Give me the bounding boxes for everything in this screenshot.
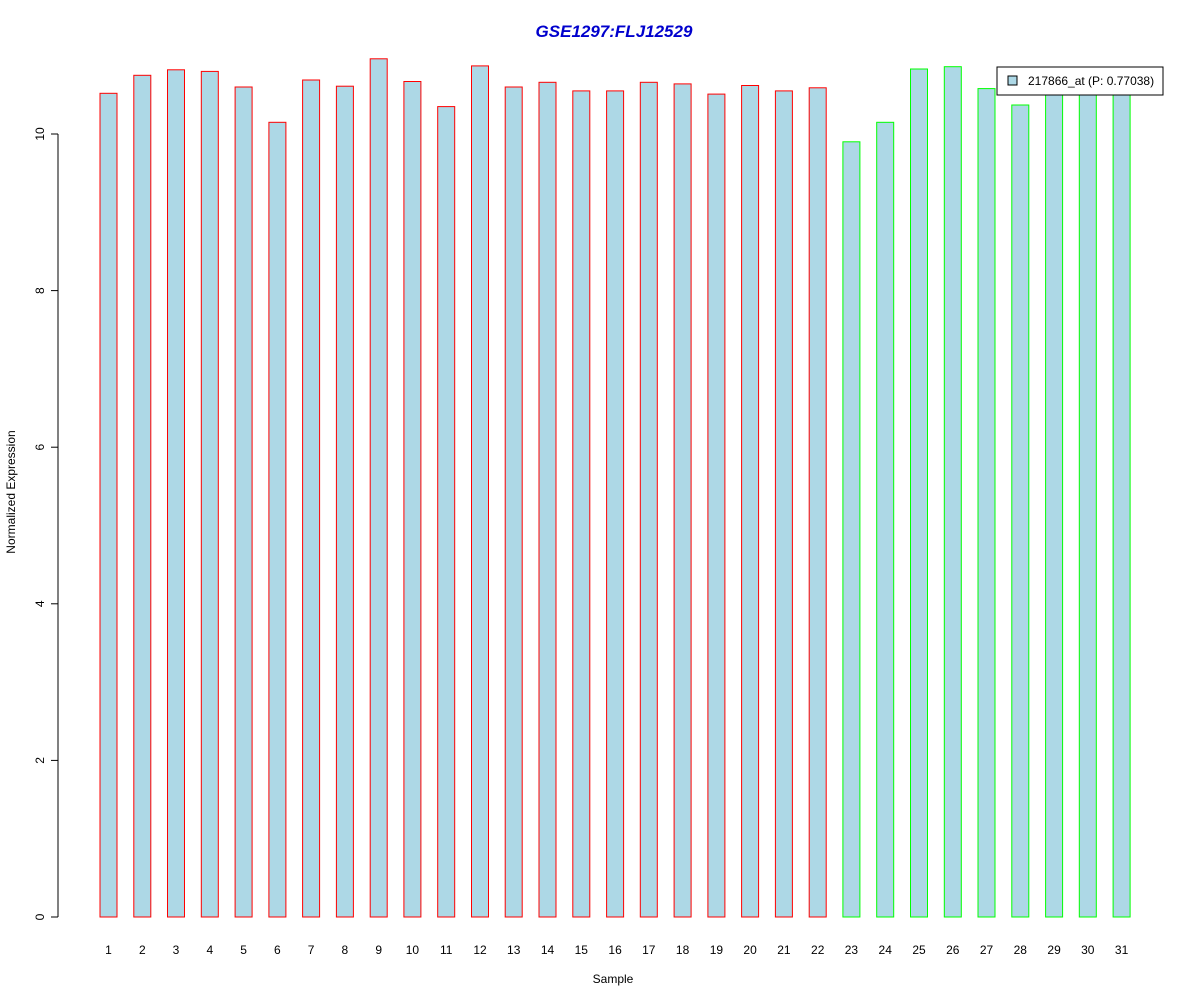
- x-tick-label: 14: [541, 943, 555, 957]
- x-tick-label: 31: [1115, 943, 1129, 957]
- x-tick-label: 24: [879, 943, 893, 957]
- y-axis: 0 2 4 6 8 10: [33, 127, 59, 920]
- legend-label: 217866_at (P: 0.77038): [1028, 74, 1154, 88]
- x-tick-label: 23: [845, 943, 859, 957]
- bar-sample-22: [808, 87, 827, 918]
- bar-sample-4: [200, 70, 219, 918]
- bar-sample-14: [538, 81, 557, 918]
- x-tick-label: 5: [240, 943, 247, 957]
- bar-sample-27: [977, 88, 996, 918]
- x-tick-label: 3: [173, 943, 180, 957]
- bar-sample-6: [268, 121, 287, 918]
- bar-sample-21: [774, 90, 793, 918]
- x-tick-label: 22: [811, 943, 825, 957]
- bar-sample-26: [943, 66, 962, 918]
- bar-sample-11: [437, 106, 456, 918]
- bar-sample-5: [234, 86, 253, 918]
- bar-sample-9: [369, 58, 388, 918]
- y-tick-label: 2: [33, 757, 47, 764]
- x-tick-label: 18: [676, 943, 690, 957]
- bar-sample-8: [335, 85, 354, 918]
- bar-sample-1: [99, 92, 118, 918]
- bar-sample-3: [167, 69, 185, 918]
- bar-sample-19: [707, 93, 726, 918]
- x-tick-label: 4: [206, 943, 213, 957]
- bar-sample-2: [133, 74, 152, 918]
- x-tick-label: 13: [507, 943, 521, 957]
- legend-box: [996, 66, 1164, 96]
- x-tick-label: 2: [139, 943, 146, 957]
- x-axis-label: Sample: [593, 972, 634, 986]
- x-tick-label: 27: [980, 943, 994, 957]
- x-tick-label: 30: [1081, 943, 1095, 957]
- x-tick-label: 9: [375, 943, 382, 957]
- bar-sample-12: [471, 65, 489, 918]
- bar-sample-30: [1078, 90, 1097, 918]
- x-tick-label: 25: [912, 943, 926, 957]
- bar-sample-15: [572, 90, 591, 918]
- x-tick-label: 19: [710, 943, 724, 957]
- bar-sample-24: [876, 121, 895, 918]
- x-tick-label: 1: [105, 943, 112, 957]
- bar-sample-18: [673, 83, 692, 918]
- x-tick-label: 6: [274, 943, 281, 957]
- x-tick-labels: 1 2 3 4 5 6 7 8 9 10 11 12 13 14 15 16 17 18 19 20 21 22 23 24 2…: [105, 943, 1128, 957]
- y-tick-label: 4: [33, 600, 47, 607]
- bar-sample-31: [1112, 90, 1131, 918]
- x-tick-label: 26: [946, 943, 960, 957]
- legend: 217866_at (P: 0.77038): [996, 66, 1164, 96]
- bar-sample-16: [606, 90, 625, 918]
- x-tick-label: 20: [743, 943, 757, 957]
- bars-group: [99, 58, 1131, 918]
- x-tick-label: 10: [406, 943, 420, 957]
- legend-swatch: [1007, 75, 1018, 86]
- x-tick-label: 7: [308, 943, 315, 957]
- x-tick-label: 28: [1014, 943, 1028, 957]
- bar-sample-17: [639, 81, 658, 918]
- x-tick-label: 8: [342, 943, 349, 957]
- x-tick-label: 15: [575, 943, 589, 957]
- bar-sample-23: [842, 141, 861, 918]
- y-tick-label: 6: [33, 444, 47, 451]
- y-tick-label: 8: [33, 287, 47, 294]
- y-tick-label: 10: [33, 127, 47, 141]
- y-axis-label: Normalized Expression: [4, 430, 18, 553]
- bar-sample-7: [302, 79, 321, 918]
- bar-sample-28: [1011, 104, 1030, 918]
- x-tick-label: 21: [777, 943, 791, 957]
- x-tick-label: 16: [608, 943, 622, 957]
- x-tick-label: 11: [440, 943, 453, 957]
- bar-sample-13: [504, 86, 523, 918]
- x-tick-label: 17: [642, 943, 656, 957]
- chart-title: GSE1297:FLJ12529: [536, 22, 693, 41]
- bar-sample-20: [741, 85, 760, 918]
- bar-sample-25: [910, 68, 928, 918]
- bar-sample-29: [1045, 90, 1064, 918]
- bar-sample-10: [403, 81, 422, 918]
- x-tick-label: 29: [1047, 943, 1061, 957]
- x-tick-label: 12: [473, 943, 487, 957]
- y-tick-label: 0: [33, 913, 47, 920]
